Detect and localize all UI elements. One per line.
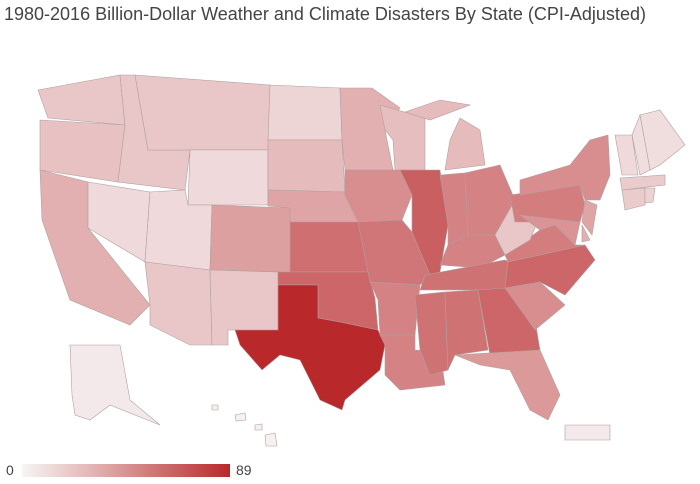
- state-tx[interactable]: [234, 284, 386, 411]
- map-title: 1980-2016 Billion-Dollar Weather and Cli…: [4, 4, 646, 24]
- state-md[interactable]: [518, 214, 581, 246]
- state-hi[interactable]: [211, 404, 278, 447]
- state-sd[interactable]: [267, 139, 346, 193]
- state-mi[interactable]: [404, 99, 486, 171]
- legend-min-label: 0: [6, 462, 14, 478]
- state-ia[interactable]: [344, 169, 413, 223]
- state-ms[interactable]: [414, 291, 449, 376]
- state-ma[interactable]: [619, 174, 666, 191]
- state-ks[interactable]: [289, 221, 369, 273]
- legend-max-label: 89: [236, 462, 252, 478]
- state-ct[interactable]: [621, 187, 646, 211]
- state-mt[interactable]: [134, 74, 271, 151]
- state-ak[interactable]: [69, 344, 161, 426]
- state-vt[interactable]: [614, 134, 639, 176]
- state-wa[interactable]: [37, 74, 126, 126]
- state-nh[interactable]: [631, 113, 651, 176]
- state-pr[interactable]: [564, 424, 611, 441]
- state-la[interactable]: [379, 334, 446, 391]
- state-ga[interactable]: [477, 287, 541, 356]
- state-az[interactable]: [144, 261, 213, 346]
- state-nj[interactable]: [581, 199, 598, 236]
- state-al[interactable]: [444, 289, 489, 371]
- state-fl[interactable]: [454, 349, 561, 421]
- state-ri[interactable]: [644, 187, 656, 204]
- state-nd[interactable]: [267, 84, 343, 141]
- state-wy[interactable]: [187, 149, 269, 206]
- state-or[interactable]: [39, 119, 126, 183]
- state-de[interactable]: [581, 224, 591, 243]
- state-ny[interactable]: [519, 134, 611, 201]
- legend-color-bar: [22, 464, 230, 477]
- state-co[interactable]: [209, 204, 291, 273]
